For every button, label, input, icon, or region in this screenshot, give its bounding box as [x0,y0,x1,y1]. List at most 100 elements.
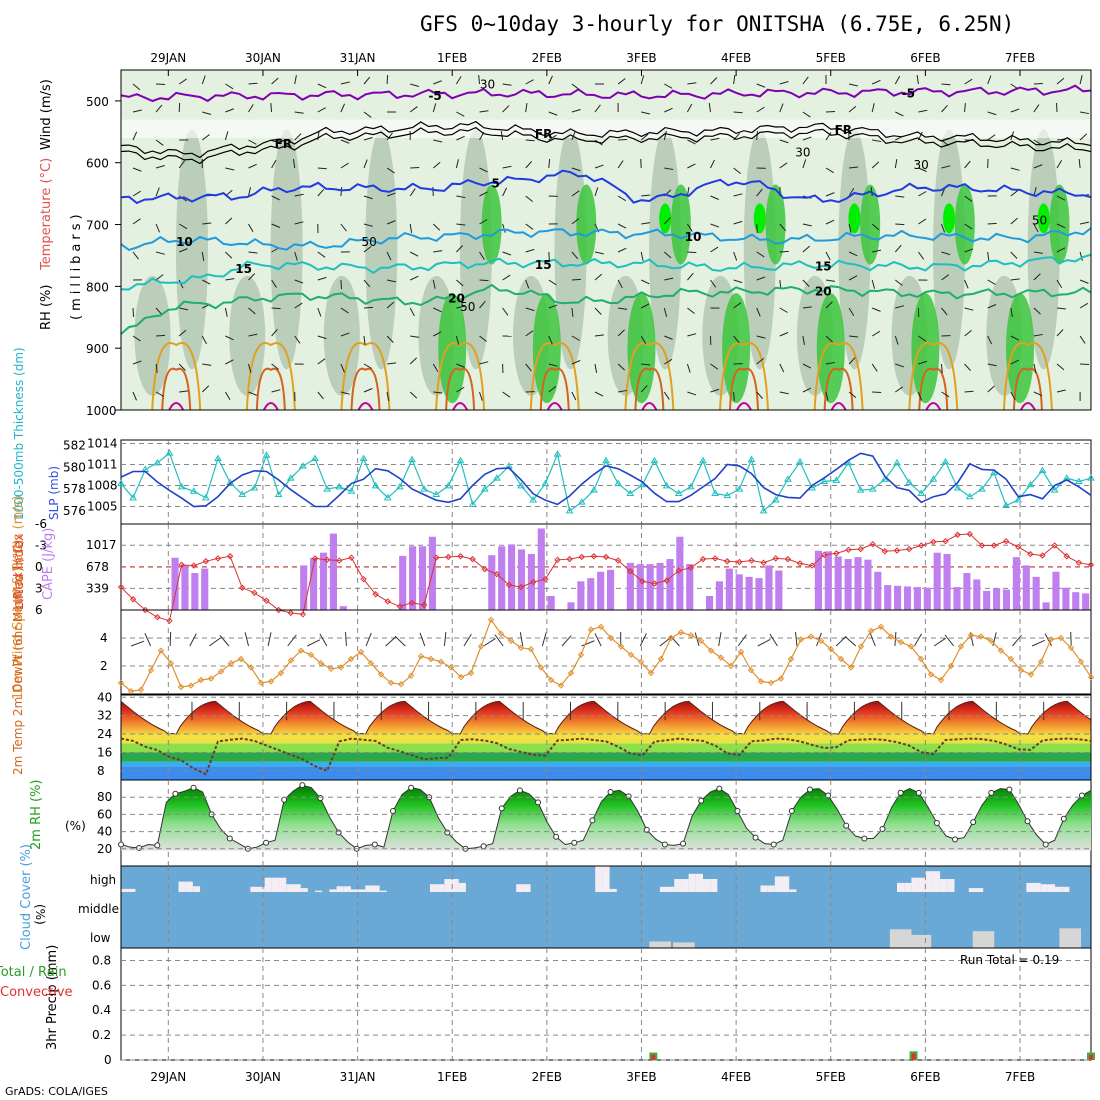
bl-contour-outer [813,342,864,411]
bl-contour-inner [255,367,286,411]
li-point [918,542,925,549]
wind-barb [802,159,807,169]
wind-barb [895,305,905,309]
wind-speed-point [317,659,325,667]
wind-barb [941,223,946,233]
li-point [384,598,391,605]
wind-barb [757,638,771,647]
wind-barb [964,363,971,372]
wind-barb [594,363,598,373]
wind-speed-point [967,631,975,639]
cape-bar [894,585,902,610]
wind-barb [433,80,442,85]
li-point [299,611,307,618]
wind-speed-point [187,682,195,689]
wind-speed-point [887,633,895,640]
wind-barb [664,277,674,281]
cape-bar [913,587,921,610]
cape-bar [923,587,931,610]
wind-barb [548,304,558,309]
wind-barb [825,167,834,174]
li-point [202,558,210,565]
wind-barb [225,108,234,113]
wind-speed-point [927,671,935,678]
wind-barb [918,335,927,342]
wind-barb [271,307,281,310]
rh-point [299,782,306,789]
wind-barb [156,334,166,337]
thickness-point [189,487,198,494]
li-point [966,530,973,538]
rh-humid-area [229,275,266,396]
wind-barb [733,335,740,344]
cloud-bar [1026,882,1034,892]
wind-barb [319,633,328,647]
li-point [542,575,549,583]
wind-barb [871,330,881,337]
cape-bar [705,595,714,610]
wind-barb [455,76,462,85]
rh-contour-label: 50 [460,300,475,314]
cloud-bar [688,873,696,892]
li-point [239,584,246,591]
wind-barb [456,279,464,287]
li-axis-label: Lifted Index [12,533,27,610]
wind-barb [179,248,188,253]
wind-barb [155,251,165,255]
wind-barb [825,391,829,401]
wind-barb [409,357,418,365]
wind-barb [710,246,719,253]
rh-point [1024,818,1031,825]
thickness-point [383,493,392,501]
cloud-units: (%) [33,904,47,925]
cape-bar [1082,593,1090,610]
date-label-bottom: 4FEB [721,1070,751,1084]
cloud-low-bar [909,934,932,948]
li-point [517,583,525,591]
wind-barb [914,633,922,647]
li-point [881,548,889,555]
bl-contour-warm [546,402,563,411]
rh-tick-label: 40 [97,825,112,839]
wind-barb [479,191,488,197]
wind-barb [802,363,812,369]
wind-speed-point [427,655,435,663]
wind-speed-point [987,637,995,645]
date-label-bottom: 1FEB [437,1070,467,1084]
isotherm-label: 10 [685,230,702,244]
li-point [1027,550,1034,558]
wind-barb [1010,307,1013,317]
wind-speed-point [897,638,905,646]
rh-point [136,844,143,851]
wind-barb [548,251,550,262]
wind-barb [410,335,420,338]
wind-barb [409,275,419,281]
li-point [117,583,125,591]
wind-barb [224,391,231,400]
date-label-bottom: 2FEB [532,1070,562,1084]
thickness-point [674,489,683,496]
chart-title: GFS 0~10day 3-hourly for ONITSHA (6.75E,… [420,12,1014,36]
rh-humid-area [649,129,682,370]
date-label-bottom: 7FEB [1005,1070,1035,1084]
wind-speed-point [367,659,375,667]
wind-barb [733,279,743,284]
cloud-bar [782,876,790,892]
wind-barb [132,109,142,113]
wind-barb [294,335,301,344]
wind-speed-point [307,651,315,659]
cape-bar [824,551,832,610]
precip-convective-bar [1089,1054,1093,1060]
rh-point [571,839,578,846]
wind-barb [525,103,528,113]
wind-barb [294,133,302,141]
precip-convective-bar [651,1054,656,1060]
wind-speed-point [207,675,215,682]
wind-barb [1033,139,1042,146]
li-point [408,599,416,607]
wind-barb [895,195,905,198]
wind-speed-point [917,655,925,663]
wind-speed-point [157,647,165,654]
wind-barb [502,187,507,197]
rh-contour-label: 30 [914,158,929,172]
